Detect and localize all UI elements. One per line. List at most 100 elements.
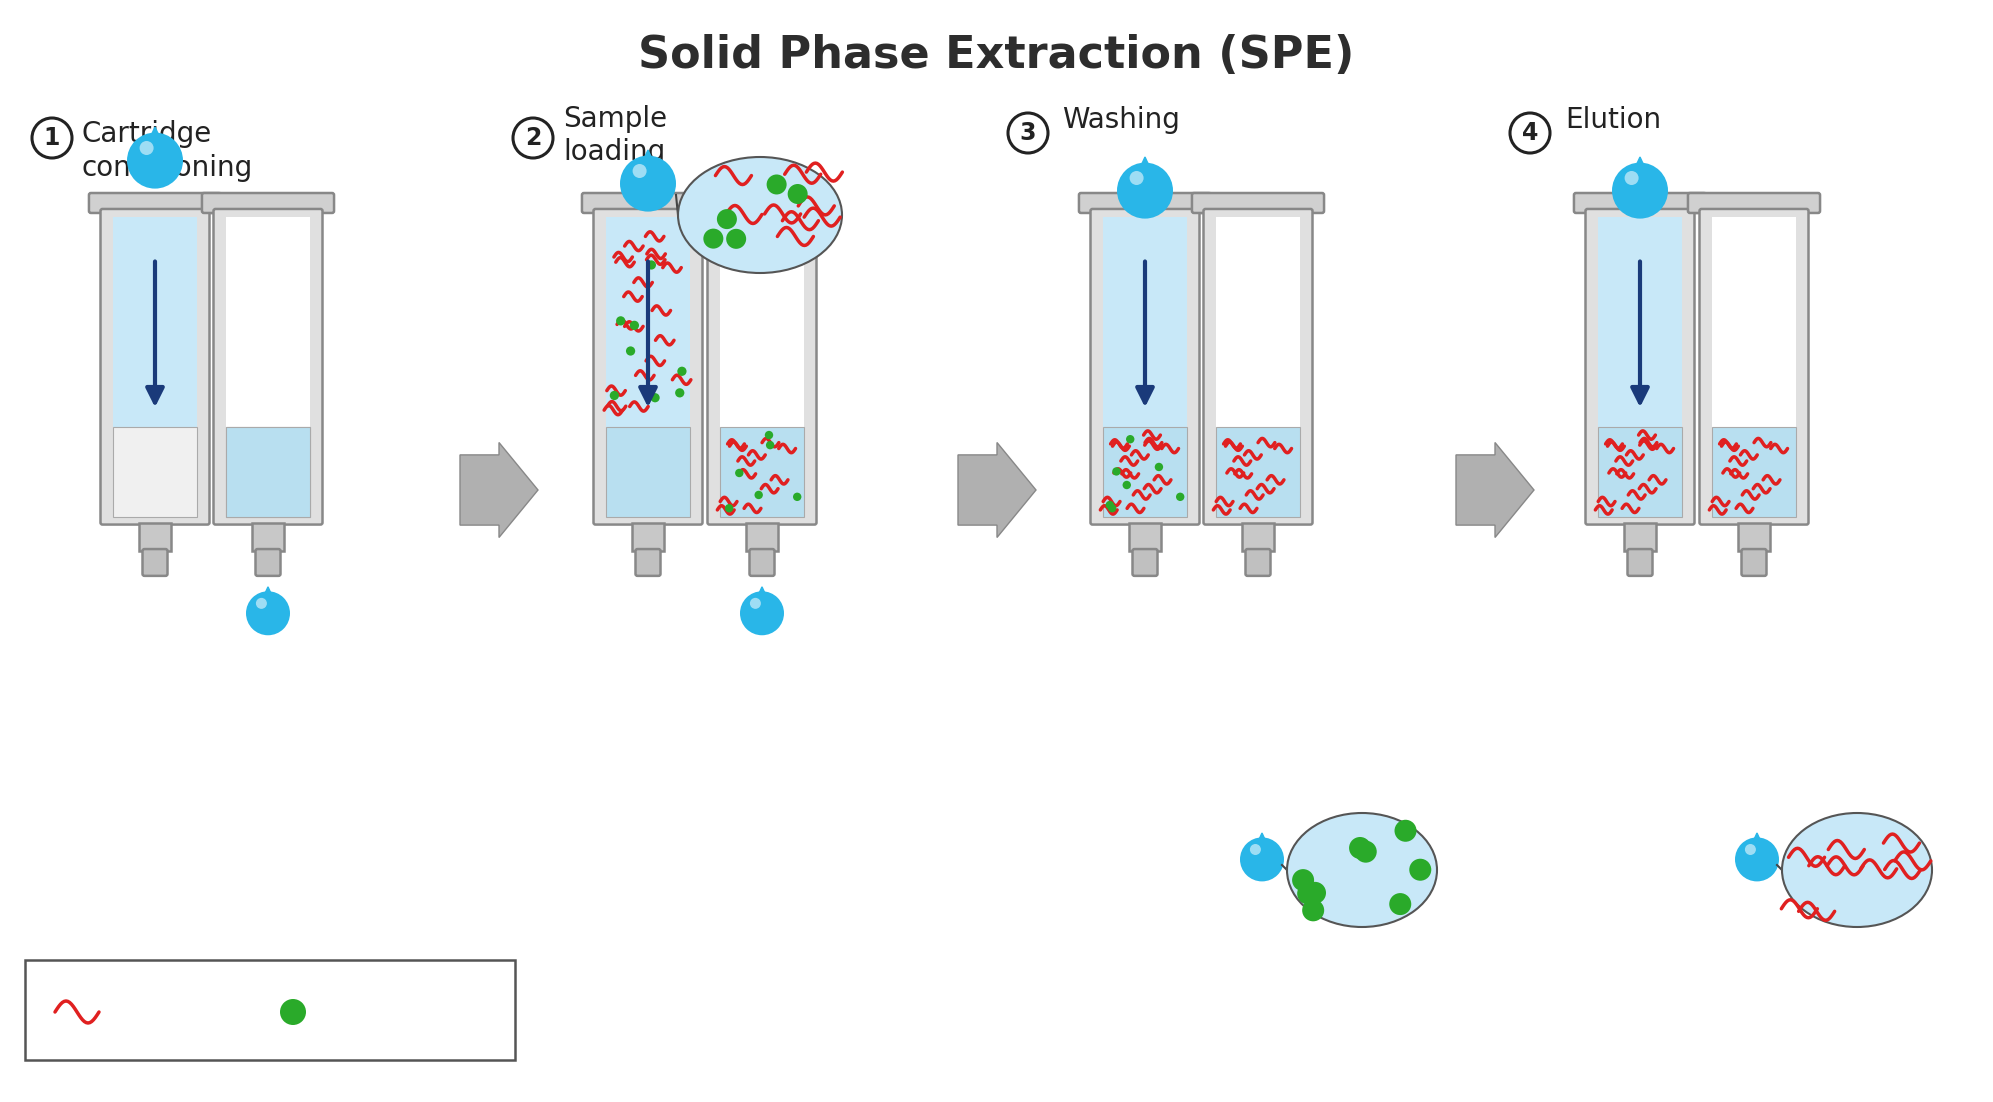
Circle shape xyxy=(1116,163,1174,218)
FancyBboxPatch shape xyxy=(213,209,323,525)
Polygon shape xyxy=(749,587,773,613)
Bar xyxy=(1624,522,1656,551)
Polygon shape xyxy=(255,587,281,613)
Circle shape xyxy=(725,504,733,512)
Circle shape xyxy=(1736,838,1780,882)
Circle shape xyxy=(1130,171,1144,185)
FancyBboxPatch shape xyxy=(1628,549,1652,576)
Circle shape xyxy=(755,490,763,499)
Bar xyxy=(606,426,690,517)
Bar xyxy=(1712,217,1796,517)
Bar xyxy=(1242,522,1274,551)
Bar xyxy=(140,522,171,551)
FancyBboxPatch shape xyxy=(201,193,335,213)
Circle shape xyxy=(793,493,801,501)
Circle shape xyxy=(1122,480,1130,489)
Circle shape xyxy=(725,229,745,249)
Circle shape xyxy=(1395,820,1417,842)
Ellipse shape xyxy=(1782,813,1931,927)
Circle shape xyxy=(678,367,686,376)
Circle shape xyxy=(735,468,743,477)
Circle shape xyxy=(1176,493,1184,501)
Circle shape xyxy=(1106,500,1114,509)
Polygon shape xyxy=(1624,156,1656,191)
Circle shape xyxy=(620,155,676,212)
Text: Sample
loading: Sample loading xyxy=(562,105,668,166)
Circle shape xyxy=(749,598,761,609)
FancyBboxPatch shape xyxy=(749,549,775,576)
Circle shape xyxy=(32,118,72,158)
Bar xyxy=(1130,522,1160,551)
Bar xyxy=(225,426,311,517)
Bar xyxy=(114,217,197,517)
Circle shape xyxy=(128,132,183,188)
FancyBboxPatch shape xyxy=(582,193,713,213)
Circle shape xyxy=(626,346,636,356)
Circle shape xyxy=(1301,899,1323,921)
Circle shape xyxy=(1746,844,1756,855)
Polygon shape xyxy=(632,150,664,184)
Bar xyxy=(1598,217,1682,517)
Text: 2: 2 xyxy=(524,126,542,150)
Circle shape xyxy=(1240,838,1283,882)
Ellipse shape xyxy=(678,156,841,273)
Circle shape xyxy=(739,592,783,635)
Circle shape xyxy=(1126,435,1134,443)
Circle shape xyxy=(787,184,807,204)
Circle shape xyxy=(1355,841,1377,863)
Text: Impurities: Impurities xyxy=(315,1000,440,1024)
Circle shape xyxy=(616,316,626,325)
Circle shape xyxy=(512,118,552,158)
FancyBboxPatch shape xyxy=(26,960,514,1060)
FancyBboxPatch shape xyxy=(255,549,281,576)
Text: Elution: Elution xyxy=(1565,106,1660,134)
Circle shape xyxy=(704,228,723,249)
Bar xyxy=(719,426,803,517)
FancyBboxPatch shape xyxy=(696,193,827,213)
Polygon shape xyxy=(1746,833,1770,860)
FancyBboxPatch shape xyxy=(1204,209,1313,525)
FancyBboxPatch shape xyxy=(100,209,209,525)
FancyBboxPatch shape xyxy=(636,549,660,576)
PathPatch shape xyxy=(460,443,538,538)
PathPatch shape xyxy=(959,443,1036,538)
Bar xyxy=(114,217,197,426)
Circle shape xyxy=(1612,163,1668,218)
Circle shape xyxy=(1112,467,1120,476)
Text: 1: 1 xyxy=(44,126,60,150)
Bar xyxy=(114,426,197,517)
Circle shape xyxy=(1250,844,1262,855)
Circle shape xyxy=(1154,463,1164,472)
Bar xyxy=(1598,217,1682,426)
Bar xyxy=(1712,426,1796,517)
FancyBboxPatch shape xyxy=(594,209,702,525)
Text: Solid Phase Extraction (SPE): Solid Phase Extraction (SPE) xyxy=(638,33,1353,76)
Bar xyxy=(606,217,690,517)
Bar xyxy=(225,217,311,517)
Bar xyxy=(225,426,311,517)
Text: Washing: Washing xyxy=(1062,106,1180,134)
Bar xyxy=(1216,217,1299,517)
Bar xyxy=(253,522,283,551)
Bar xyxy=(1102,217,1188,517)
Circle shape xyxy=(767,174,787,194)
FancyBboxPatch shape xyxy=(1090,209,1200,525)
FancyBboxPatch shape xyxy=(143,549,167,576)
FancyBboxPatch shape xyxy=(1132,549,1158,576)
FancyBboxPatch shape xyxy=(90,193,221,213)
Circle shape xyxy=(140,141,153,155)
FancyBboxPatch shape xyxy=(1700,209,1808,525)
Circle shape xyxy=(245,592,291,635)
FancyBboxPatch shape xyxy=(1192,193,1323,213)
Polygon shape xyxy=(140,127,169,161)
Bar xyxy=(632,522,664,551)
Bar xyxy=(1102,426,1188,517)
FancyBboxPatch shape xyxy=(1246,549,1270,576)
Text: 4: 4 xyxy=(1523,121,1539,145)
Circle shape xyxy=(630,321,640,329)
Circle shape xyxy=(1624,171,1638,185)
Circle shape xyxy=(610,391,620,400)
Circle shape xyxy=(676,388,684,398)
Circle shape xyxy=(1108,504,1116,512)
Text: 3: 3 xyxy=(1020,121,1036,145)
